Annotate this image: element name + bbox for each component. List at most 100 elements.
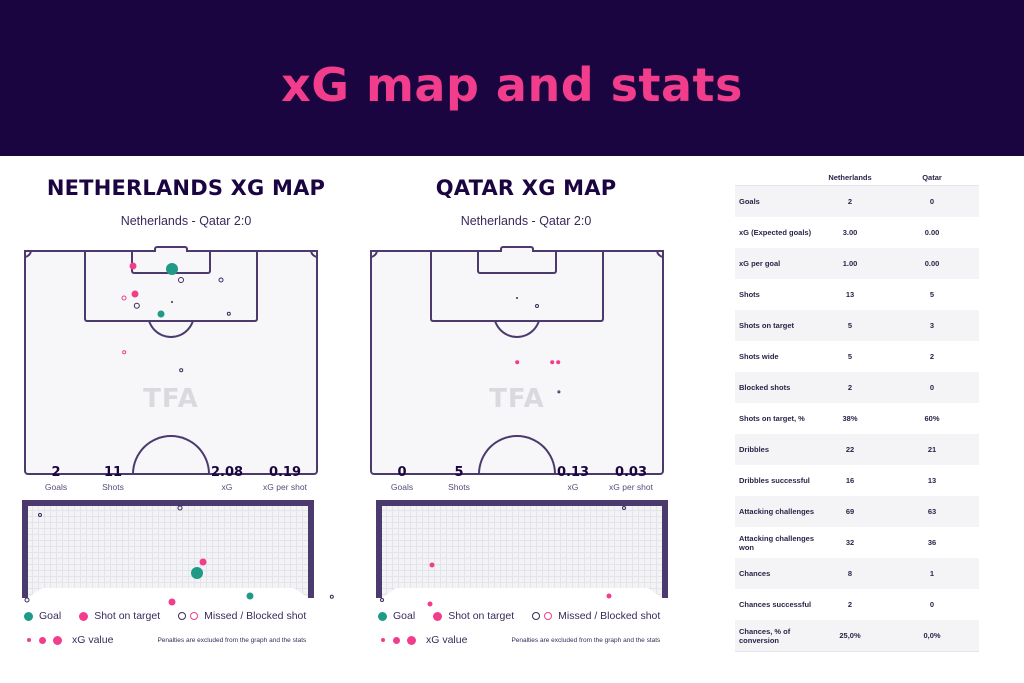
qatar-value: 2	[929, 352, 935, 361]
goal-view	[376, 500, 668, 607]
six-yard-box	[477, 250, 557, 274]
netherlands-value: 5	[847, 321, 853, 330]
shot-marker-on-target	[131, 290, 139, 298]
goal-dot-icon	[24, 611, 33, 621]
legend-xg-value: xG value	[426, 634, 468, 646]
goal-dot-icon	[378, 611, 387, 621]
netherlands-value: 32	[845, 538, 855, 547]
page-header: xG map and stats	[0, 0, 1024, 156]
table-header: Netherlands Qatar	[735, 170, 979, 186]
shot-marker-missed	[24, 597, 30, 603]
crossbar	[376, 500, 668, 506]
shot-marker-on-target	[556, 360, 560, 364]
netherlands-value: 2	[847, 383, 853, 392]
qatar-value: 3	[929, 321, 935, 330]
netherlands-value: 22	[845, 445, 855, 454]
table-row: Shots on target, % 38% 60%	[735, 403, 979, 434]
netherlands-value: 69	[845, 507, 855, 516]
row-label: Dribbles	[739, 445, 770, 454]
goal-outline	[154, 246, 188, 252]
shot-marker-missed	[380, 598, 384, 602]
qatar-value: 63	[927, 507, 937, 516]
legend-goal: Goal	[24, 610, 61, 622]
table-row: Shots 13 5	[735, 279, 979, 310]
netherlands-xg-panel: NETHERLANDS XG MAP Netherlands - Qatar 2…	[16, 156, 356, 683]
row-label: Dribbles successful	[739, 476, 810, 485]
shot-marker-missed	[535, 304, 539, 308]
netherlands-value: 25,0%	[839, 631, 861, 640]
stat-goals: 2 Goals	[44, 465, 68, 492]
right-post	[308, 500, 314, 598]
shot-marker-missed	[177, 505, 183, 511]
corner-arc-right	[656, 250, 664, 258]
xg-large-dot-icon	[407, 635, 416, 645]
legend-on-target: Shot on target	[79, 610, 160, 622]
table-row: Chances successful 2 0	[735, 589, 979, 620]
shot-marker-goal	[246, 592, 254, 600]
match-score: Netherlands - Qatar 2:0	[120, 214, 252, 228]
netherlands-value: 3.00	[842, 228, 858, 237]
row-label: xG (Expected goals)	[739, 228, 812, 237]
penalty-box	[430, 250, 604, 322]
qatar-value: 1	[929, 569, 935, 578]
goal-net	[380, 504, 664, 598]
legend: Goal Shot on target Missed / Blocked sho…	[24, 608, 334, 648]
pitch-map: TFA 0 Goals 5 Shots 0.13 xG 0.03 xG per shot	[370, 246, 664, 492]
center-circle	[478, 435, 556, 475]
pitch-map: TFA 2 Goals 11 Shots 2.08 xG 0.19 xG per sho…	[24, 246, 318, 492]
stats-table: Netherlands Qatar Goals 2 0 xG (Expected go…	[735, 170, 979, 652]
shot-marker-missed	[218, 277, 224, 283]
stat-xg: 0.13 xG	[556, 465, 590, 492]
row-label: Goals	[739, 197, 760, 206]
panel-title: NETHERLANDS XG MAP	[46, 176, 326, 200]
qatar-value: 5	[929, 290, 935, 299]
table-row: Attacking challenges won 32 36	[735, 527, 979, 558]
penalties-note: Penalties are excluded from the graph an…	[511, 636, 661, 644]
qatar-value: 0	[929, 600, 935, 609]
corner-arc-left	[24, 250, 32, 258]
missed-ring-icon	[532, 612, 541, 620]
shot-marker-on-target	[199, 558, 207, 566]
row-label: xG per goal	[739, 259, 781, 268]
table-row: Attacking challenges 69 63	[735, 496, 979, 527]
legend-missed: Missed / Blocked shot	[178, 610, 306, 622]
row-label: Shots	[739, 290, 760, 299]
goal-view	[22, 500, 335, 606]
shot-marker-on-target	[606, 593, 612, 599]
center-circle	[132, 435, 210, 475]
qatar-value: 0	[929, 383, 935, 392]
shot-marker-missed	[133, 302, 141, 310]
panel-title: QATAR XG MAP	[435, 176, 617, 200]
goal-net	[26, 504, 310, 598]
row-label: Attacking challenges	[739, 507, 815, 516]
row-label: Chances	[739, 569, 771, 578]
on-target-dot-icon	[79, 611, 89, 621]
table-row: Blocked shots 2 0	[735, 372, 979, 403]
shot-marker-missed	[178, 277, 184, 283]
stat-shots: 5 Shots	[448, 465, 470, 492]
netherlands-value: 13	[845, 290, 855, 299]
match-score: Netherlands - Qatar 2:0	[460, 214, 592, 228]
row-label: Chances, % of conversion	[739, 626, 791, 645]
shot-marker-missed	[171, 301, 173, 303]
tfa-watermark: TFA	[489, 384, 545, 414]
row-label: Attacking challenges won	[739, 533, 815, 552]
qatar-value: 36	[927, 538, 937, 547]
penalty-box	[84, 250, 258, 322]
shot-marker-missed	[622, 506, 626, 510]
xg-medium-dot-icon	[39, 636, 46, 644]
legend-xg-value: xG value	[72, 634, 114, 646]
netherlands-value: 1.00	[842, 259, 858, 268]
table-row: Dribbles successful 16 13	[735, 465, 979, 496]
xg-medium-dot-icon	[393, 636, 400, 644]
corner-arc-left	[370, 250, 378, 258]
qatar-value: 60%	[924, 414, 940, 423]
missed-ring-icon	[178, 612, 187, 620]
goal-outline	[500, 246, 534, 252]
shot-marker-on-target	[429, 562, 435, 568]
qatar-value: 0.00	[924, 259, 940, 268]
left-post	[376, 500, 382, 598]
table-row: Chances, % of conversion 25,0% 0,0%	[735, 620, 979, 651]
left-post	[22, 500, 28, 598]
xg-large-dot-icon	[53, 635, 62, 645]
